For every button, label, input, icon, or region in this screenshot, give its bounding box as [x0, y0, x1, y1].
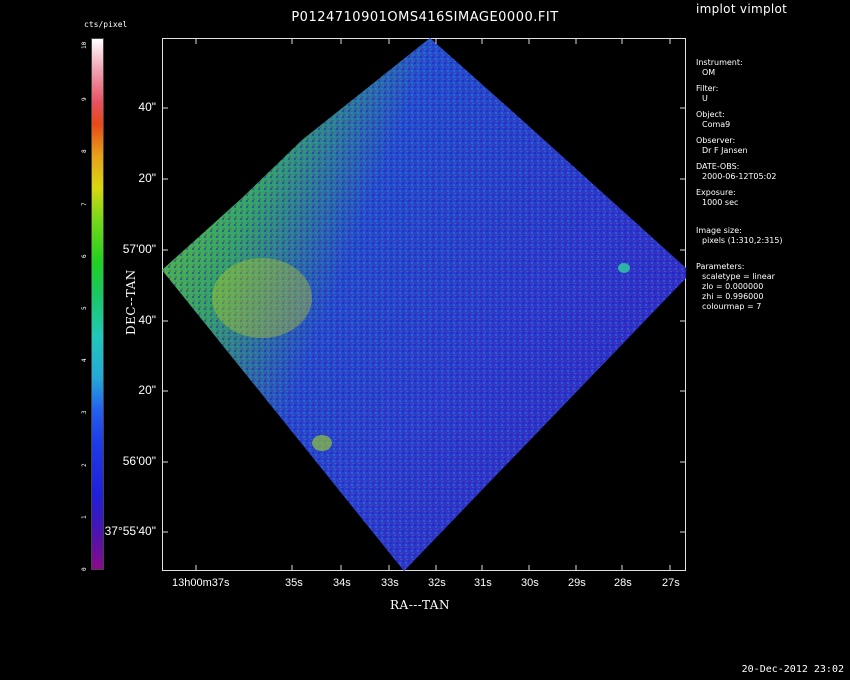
- date-value: 2000-06-12T05:02: [702, 172, 777, 181]
- exposure-label: Exposure:: [696, 188, 736, 197]
- object-value: Coma9: [702, 120, 731, 129]
- params-label: Parameters:: [696, 262, 745, 271]
- instrument-label: Instrument:: [696, 58, 743, 67]
- observer-label: Observer:: [696, 136, 736, 145]
- bright-source: [312, 435, 332, 451]
- x-tick-label: 28s: [614, 577, 632, 589]
- bright-source: [618, 263, 630, 273]
- image-title: P0124710901OMS416SIMAGE0000.FIT: [291, 10, 559, 25]
- colorbar-tick-label: 7: [81, 201, 88, 206]
- x-axis-label: RA---TAN: [390, 598, 450, 612]
- y-tick-label: 56'00": [122, 454, 156, 468]
- image-footprint: [162, 38, 686, 571]
- sky-image: [162, 38, 686, 571]
- filter-value: U: [702, 94, 708, 103]
- x-tick-label: 31s: [474, 577, 492, 589]
- x-tick-label: 27s: [662, 577, 680, 589]
- colorbar-tick-label: 3: [81, 410, 88, 415]
- size-label: Image size:: [696, 226, 742, 235]
- date-label: DATE-OBS:: [696, 162, 740, 171]
- bright-source: [212, 258, 312, 338]
- colorbar-tick-label: 1: [81, 515, 88, 519]
- y-tick-label: 20": [138, 383, 156, 397]
- y-tick-label: 40": [138, 100, 156, 114]
- colourmap-value: colourmap = 7: [702, 302, 762, 311]
- zlo-value: zlo = 0.000000: [702, 282, 764, 291]
- colorbar: [91, 38, 104, 570]
- x-tick-label: 29s: [568, 577, 586, 589]
- y-tick-label: 20": [138, 171, 156, 185]
- info-panel: Instrument: OM Filter: U Object: Coma9 Obse…: [696, 58, 783, 318]
- scaletype-value: scaletype = linear: [702, 272, 775, 281]
- colorbar-tick-label: 4: [81, 358, 88, 363]
- size-value: pixels (1:310,2:315): [702, 236, 783, 245]
- zhi-value: zhi = 0.996000: [702, 292, 764, 301]
- x-tick-label: 30s: [521, 577, 539, 589]
- y-tick-label: 37°55'40": [104, 524, 156, 538]
- observer-value: Dr F Jansen: [702, 146, 748, 155]
- x-tick-label: 32s: [428, 577, 446, 589]
- x-tick-label: 34s: [333, 577, 351, 589]
- exposure-value: 1000 sec: [702, 198, 739, 207]
- colorbar-tick-label: 0: [81, 567, 88, 571]
- x-tick-label: 33s: [381, 577, 399, 589]
- colorbar-tick-label: 8: [81, 149, 88, 154]
- y-axis-label: DEC--TAN: [124, 269, 138, 335]
- axis-ticks: [162, 38, 686, 571]
- plot-frame: [162, 38, 686, 571]
- colorbar-tick-label: 10: [81, 41, 88, 49]
- filter-label: Filter:: [696, 84, 719, 93]
- colorbar-tick-label: 5: [81, 306, 88, 310]
- x-tick-label: 13h00m37s: [172, 577, 230, 589]
- colorbar-label: cts/pixel: [84, 20, 128, 29]
- y-tick-label: 57'00": [122, 242, 156, 256]
- instrument-value: OM: [702, 68, 716, 77]
- y-tick-label: 40": [138, 313, 156, 327]
- timestamp: 20-Dec-2012 23:02: [741, 664, 844, 675]
- object-label: Object:: [696, 110, 725, 119]
- x-tick-label: 35s: [285, 577, 303, 589]
- tool-title: implot vimplot: [696, 2, 788, 16]
